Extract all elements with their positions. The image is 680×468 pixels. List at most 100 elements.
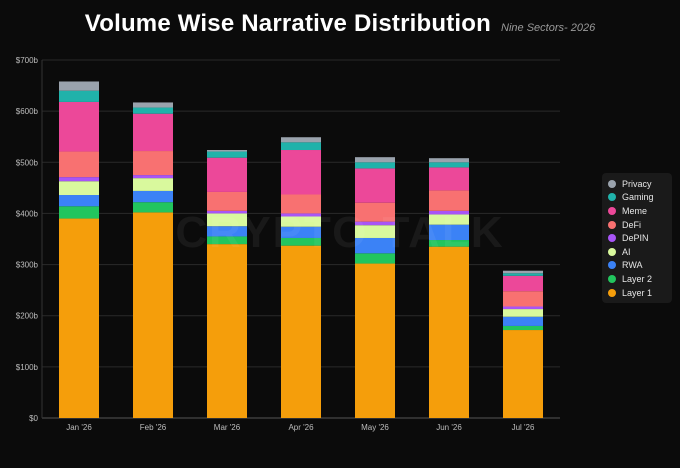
bar-segment-defi <box>133 151 173 176</box>
legend-swatch <box>608 288 616 297</box>
bar-segment-layer-2 <box>59 206 99 219</box>
y-tick-label: $300b <box>16 261 39 270</box>
legend-item: Layer 1 <box>608 286 666 300</box>
bar-segment-gaming <box>503 273 543 276</box>
bar-segment-depin <box>207 210 247 214</box>
legend-item: Gaming <box>608 191 666 205</box>
x-tick-label: Feb '26 <box>140 423 167 432</box>
bar-segment-defi <box>429 190 469 211</box>
bar-segment-ai <box>59 181 99 196</box>
y-tick-label: $500b <box>16 158 39 167</box>
bar-segment-gaming <box>59 90 99 102</box>
legend-swatch <box>608 247 616 256</box>
bar-segment-rwa <box>355 237 395 254</box>
legend-label: Layer 2 <box>622 273 653 284</box>
bar-segment-layer-1 <box>207 244 247 418</box>
bar-segment-layer-2 <box>207 236 247 245</box>
bar-segment-meme <box>429 167 469 191</box>
x-tick-label: May '26 <box>361 423 389 432</box>
bar-segment-depin <box>133 175 173 179</box>
bar-segment-privacy <box>281 137 321 143</box>
bar-segment-privacy <box>207 150 247 152</box>
bar-segment-meme <box>281 150 321 195</box>
legend-label: AI <box>622 246 631 257</box>
bar-segment-rwa <box>429 224 469 241</box>
bar-segment-ai <box>281 216 321 227</box>
bar-segment-layer-1 <box>355 263 395 418</box>
x-tick-label: Apr '26 <box>288 423 314 432</box>
bar-segment-privacy <box>59 81 99 91</box>
watermark: CRYPTO TALK <box>175 208 505 257</box>
x-tick-label: Jan '26 <box>66 423 92 432</box>
bar-segment-defi <box>281 194 321 214</box>
bar-segment-layer-1 <box>59 218 99 418</box>
bar-segment-defi <box>355 202 395 222</box>
bar-segment-rwa <box>281 226 321 238</box>
bar-segment-meme <box>503 275 543 292</box>
bar-segment-depin <box>281 213 321 217</box>
y-tick-label: $0 <box>29 414 38 423</box>
bar-segment-gaming <box>355 162 395 169</box>
bar-segment-depin <box>429 210 469 215</box>
bar-segment-ai <box>207 213 247 227</box>
legend-label: DePIN <box>622 233 649 244</box>
bar-segment-gaming <box>207 151 247 158</box>
y-tick-label: $100b <box>16 363 39 372</box>
bar-segment-layer-2 <box>503 325 543 331</box>
legend-label: Meme <box>622 205 648 216</box>
legend-label: RWA <box>622 260 643 271</box>
bar-segment-privacy <box>429 158 469 163</box>
bar-segment-defi <box>503 291 543 307</box>
bar-segment-privacy <box>133 102 173 108</box>
bar-segment-layer-1 <box>429 246 469 418</box>
bar-segment-layer-2 <box>281 237 321 246</box>
bar-segment-meme <box>207 157 247 192</box>
bar-segment-gaming <box>133 107 173 114</box>
legend-item: Privacy <box>608 177 666 191</box>
chart-title: Volume Wise Narrative Distribution <box>84 10 492 37</box>
legend-swatch <box>608 220 616 229</box>
legend-item: Layer 2 <box>608 272 666 286</box>
bar-segment-meme <box>133 113 173 152</box>
bar-segment-ai <box>503 309 543 317</box>
bar-segment-ai <box>133 178 173 191</box>
bar-segment-rwa <box>59 195 99 207</box>
legend-label: Layer 1 <box>622 287 653 298</box>
chart-subtitle: Nine Sectors- 2026 <box>501 22 596 34</box>
legend-label: Privacy <box>622 178 652 189</box>
legend-swatch <box>608 274 616 283</box>
bar-segment-ai <box>429 214 469 225</box>
bar-segment-depin <box>59 177 99 182</box>
bar-segment-rwa <box>133 190 173 203</box>
bar-segment-layer-1 <box>281 245 321 418</box>
title-row: Volume Wise Narrative Distribution Nine … <box>0 10 680 38</box>
bar-segment-defi <box>207 191 247 211</box>
bar-segment-meme <box>59 101 99 152</box>
bar-segment-layer-1 <box>133 212 173 418</box>
bar-segment-layer-2 <box>355 253 395 264</box>
bar-segment-gaming <box>429 162 469 168</box>
legend-item: AI <box>608 245 666 259</box>
y-tick-label: $200b <box>16 312 39 321</box>
bar-segment-layer-2 <box>133 202 173 213</box>
bar-segment-privacy <box>503 270 543 274</box>
bar-segment-privacy <box>355 157 395 163</box>
x-tick-label: Jun '26 <box>436 423 462 432</box>
x-tick-label: Mar '26 <box>214 423 241 432</box>
y-tick-label: $700b <box>16 56 39 65</box>
bar-segment-depin <box>355 221 395 226</box>
bar-segment-gaming <box>281 142 321 151</box>
bar-segment-ai <box>355 225 395 238</box>
chart-legend: Privacy Gaming Meme DeFi DePIN AI RWA Layer 2 La… <box>602 173 672 303</box>
legend-swatch <box>608 193 616 202</box>
x-tick-label: Jul '26 <box>512 423 535 432</box>
legend-swatch <box>608 261 616 270</box>
legend-swatch <box>608 179 616 188</box>
y-tick-label: $600b <box>16 107 39 116</box>
legend-item: DePIN <box>608 231 666 245</box>
bar-segment-layer-2 <box>429 240 469 247</box>
legend-item: Meme <box>608 204 666 218</box>
bar-segment-defi <box>59 151 99 178</box>
